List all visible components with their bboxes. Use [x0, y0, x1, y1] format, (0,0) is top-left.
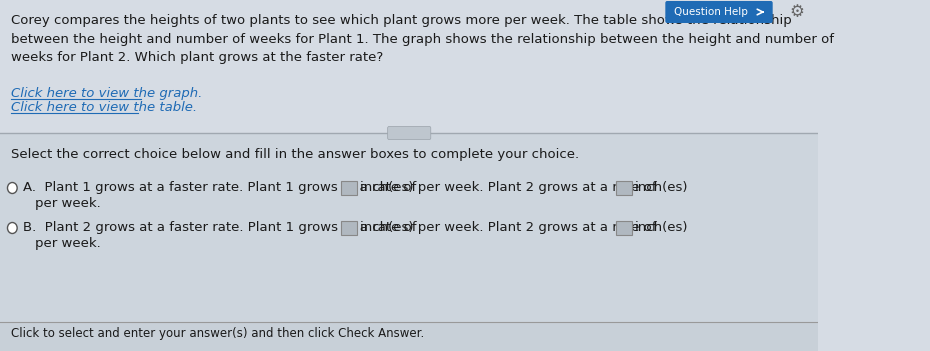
Circle shape [7, 223, 17, 233]
Bar [0, 134, 818, 351]
FancyBboxPatch shape [665, 1, 773, 23]
Text: per week.: per week. [35, 197, 101, 210]
FancyBboxPatch shape [341, 181, 357, 195]
Text: Corey compares the heights of two plants to see which plant grows more per week.: Corey compares the heights of two plants… [10, 14, 833, 64]
Text: ⚙: ⚙ [789, 3, 804, 21]
Text: Question Help: Question Help [674, 7, 748, 17]
FancyBboxPatch shape [341, 221, 357, 235]
Bar [0, 322, 818, 351]
Text: Click to select and enter your answer(s) and then click Check Answer.: Click to select and enter your answer(s)… [10, 327, 424, 340]
FancyBboxPatch shape [388, 126, 431, 139]
Text: Click here to view the table.: Click here to view the table. [10, 101, 196, 114]
FancyBboxPatch shape [616, 221, 631, 235]
FancyBboxPatch shape [616, 181, 631, 195]
Text: inch(es): inch(es) [634, 181, 688, 194]
Text: Select the correct choice below and fill in the answer boxes to complete your ch: Select the correct choice below and fill… [10, 148, 578, 161]
Text: B.  Plant 2 grows at a faster rate. Plant 1 grows at a rate of: B. Plant 2 grows at a faster rate. Plant… [23, 221, 417, 234]
Circle shape [7, 183, 17, 193]
Text: Click here to view the graph.: Click here to view the graph. [10, 87, 202, 100]
Text: inch(es) per week. Plant 2 grows at a rate of: inch(es) per week. Plant 2 grows at a ra… [360, 221, 657, 234]
Text: A.  Plant 1 grows at a faster rate. Plant 1 grows at a rate of: A. Plant 1 grows at a faster rate. Plant… [23, 181, 416, 194]
Text: inch(es) per week. Plant 2 grows at a rate of: inch(es) per week. Plant 2 grows at a ra… [360, 181, 657, 194]
Text: per week.: per week. [35, 237, 101, 250]
Text: inch(es): inch(es) [634, 221, 688, 234]
